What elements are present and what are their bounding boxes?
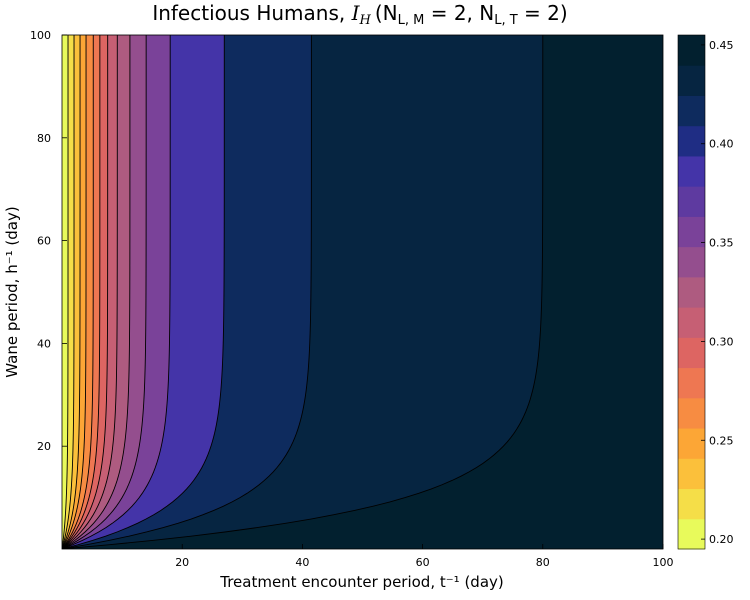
- y-axis: 20 40 60 80 100: [30, 29, 67, 453]
- contour-band: [62, 35, 69, 549]
- y-tick-label: 20: [37, 440, 51, 453]
- colorbar: [677, 34, 706, 550]
- colorbar-swatch: [678, 95, 705, 127]
- x-tick-label: 40: [295, 556, 309, 569]
- contour-line: [62, 35, 171, 549]
- colorbar-swatch: [678, 216, 705, 248]
- contour-line: [62, 35, 87, 549]
- colorbar-axis: 0.20 0.25 0.30 0.35 0.40 0.45: [701, 39, 734, 546]
- y-tick-label: 80: [37, 132, 51, 145]
- plot-area: [62, 35, 663, 549]
- x-tick-label: 100: [653, 556, 674, 569]
- y-tick-label: 60: [37, 235, 51, 248]
- plot-frame: [61, 34, 664, 550]
- colorbar-swatch: [678, 155, 705, 187]
- colorbar-swatch: [678, 518, 705, 550]
- contour-line: [62, 35, 118, 549]
- colorbar-swatch: [678, 65, 705, 96]
- colorbar-swatch: [678, 307, 705, 338]
- contour-line: [62, 35, 225, 549]
- contour-line: [62, 35, 312, 549]
- colorbar-tick-label: 0.35: [709, 237, 734, 250]
- colorbar-frame: [677, 34, 706, 550]
- y-tick-label: 100: [30, 29, 51, 42]
- colorbar-tick-label: 0.20: [709, 533, 734, 546]
- contour-line: [62, 35, 147, 549]
- x-tick-label: 80: [536, 556, 550, 569]
- contour-line: [62, 35, 544, 549]
- x-tick-label: 20: [175, 556, 189, 569]
- colorbar-tick-label: 0.30: [709, 335, 734, 348]
- colorbar-swatch: [678, 125, 705, 157]
- contour-line: [62, 35, 81, 549]
- colorbar-swatch: [678, 35, 705, 66]
- y-axis-title: Wane period, h⁻¹ (day): [3, 206, 21, 377]
- contour-line: [62, 35, 101, 549]
- colorbar-swatch: [678, 458, 705, 490]
- colorbar-tick-label: 0.25: [709, 434, 734, 447]
- contour-line: [62, 35, 75, 549]
- colorbar-swatch: [678, 488, 705, 520]
- contour-line: [62, 35, 69, 549]
- colorbar-swatch: [678, 246, 705, 278]
- x-axis-title: Treatment encounter period, t⁻¹ (day): [219, 573, 504, 591]
- contour-line: [62, 35, 94, 549]
- colorbar-swatch: [678, 428, 705, 459]
- colorbar-tick-label: 0.45: [709, 39, 734, 52]
- contour-line: [62, 35, 131, 549]
- x-tick-label: 60: [416, 556, 430, 569]
- y-tick-label: 40: [37, 337, 51, 350]
- colorbar-swatch: [678, 367, 705, 399]
- x-axis: 20 40 60 80 100: [175, 544, 674, 569]
- colorbar-swatch: [678, 337, 705, 369]
- chart-title: Infectious Humans, IH (NL, M = 2, NL, T =…: [152, 1, 567, 28]
- colorbar-swatch: [678, 186, 705, 217]
- colorbar-tick-label: 0.40: [709, 138, 734, 151]
- contour-line: [62, 35, 109, 549]
- colorbar-swatch: [678, 276, 705, 308]
- colorbar-swatch: [678, 397, 705, 429]
